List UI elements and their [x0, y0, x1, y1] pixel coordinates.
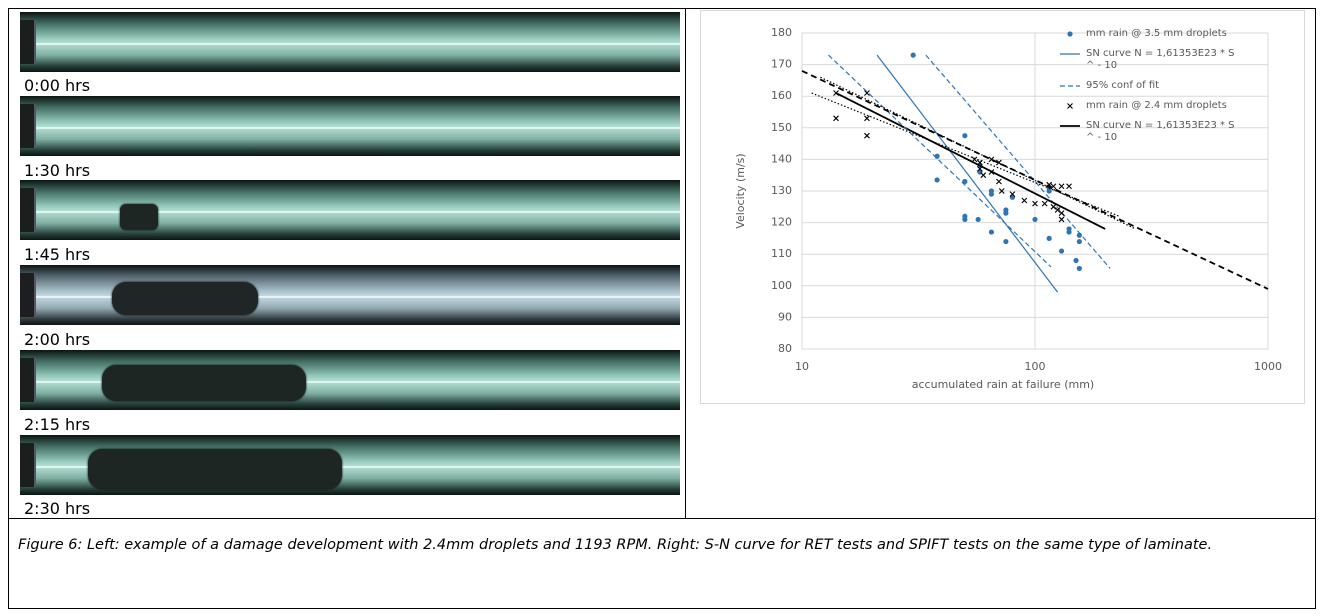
legend-entry: mm rain @ 3.5 mm droplets [1060, 28, 1250, 40]
data-point [998, 188, 1005, 194]
time-label: 2:15 hrs [24, 415, 91, 434]
y-tick-label: 150 [771, 121, 792, 134]
y-tick-label: 80 [778, 342, 792, 355]
data-point [1076, 265, 1082, 272]
legend-label: 95% conf of fit [1086, 80, 1160, 91]
legend-marker [1060, 53, 1080, 55]
data-point [1058, 248, 1065, 254]
line-series [801, 70, 1269, 290]
data-point [1032, 200, 1038, 207]
line-series [925, 54, 1111, 269]
legend-entry: mm rain @ 2.4 mm droplets [1060, 100, 1250, 112]
divider [8, 518, 1315, 519]
data-point [1050, 203, 1057, 210]
caption: Figure 6: Left: example of a damage deve… [18, 537, 1213, 553]
legend-entry: SN curve N = 1,61353E23 * S ^ - 10 [1060, 48, 1250, 72]
photo [20, 350, 680, 410]
x-tick-label: 1000 [1254, 360, 1282, 373]
photo [20, 265, 680, 325]
y-tick-label: 100 [771, 279, 792, 292]
time-label: 0:00 hrs [24, 76, 91, 95]
legend-label: SN curve N = 1,61353E23 * S ^ - 10 [1086, 48, 1235, 71]
y-tick-label: 140 [771, 152, 792, 165]
figure-frame [8, 8, 1316, 609]
data-point [1058, 216, 1065, 223]
data-point [962, 178, 968, 185]
data-point [1046, 235, 1052, 241]
y-tick-label: 110 [771, 247, 792, 260]
legend-marker [1060, 125, 1080, 127]
y-tick-label: 90 [778, 310, 792, 323]
time-label: 1:30 hrs [24, 161, 91, 180]
data-point [1021, 197, 1028, 204]
y-axis-label: Velocity (m/s) [734, 153, 747, 228]
data-point [1041, 200, 1048, 207]
legend-label: SN curve N = 1,61353E23 * S ^ - 10 [1086, 120, 1235, 143]
legend-label: mm rain @ 3.5 mm droplets [1086, 28, 1227, 39]
line-series [811, 92, 1120, 217]
legend-marker [1067, 103, 1073, 109]
line-series [828, 54, 1052, 268]
data-point [1066, 183, 1072, 190]
line-series [876, 54, 1059, 293]
data-point [1058, 210, 1065, 217]
data-point [934, 177, 940, 183]
data-point [988, 229, 995, 235]
legend-marker [1067, 31, 1073, 37]
photo [20, 12, 680, 72]
x-tick-label: 100 [1025, 360, 1046, 373]
line-series [835, 92, 1106, 230]
data-point [1032, 216, 1038, 223]
data-point [975, 216, 981, 223]
x-axis-label: accumulated rain at failure (mm) [912, 378, 1094, 391]
chart: Velocity (m/s) accumulated rain at failu… [700, 10, 1305, 404]
time-label: 1:45 hrs [24, 245, 91, 264]
x-tick-label: 10 [795, 360, 809, 373]
data-point [1067, 103, 1073, 109]
time-label: 2:00 hrs [24, 330, 91, 349]
divider [685, 8, 686, 518]
data-point [962, 133, 968, 139]
data-point [1046, 188, 1052, 194]
time-label: 2:30 hrs [24, 499, 91, 518]
data-point [971, 156, 978, 163]
data-point [1058, 183, 1065, 190]
data-point [864, 115, 870, 122]
y-tick-label: 170 [771, 58, 792, 71]
data-point [980, 172, 987, 179]
photo [20, 435, 680, 495]
data-point [864, 90, 870, 96]
legend-label: mm rain @ 2.4 mm droplets [1086, 100, 1227, 111]
data-point [1067, 31, 1073, 37]
legend-marker [1060, 85, 1080, 87]
data-point [1066, 229, 1072, 235]
data-point [833, 115, 839, 122]
data-point [864, 132, 870, 139]
legend: mm rain @ 3.5 mm droplets SN curve N = 1,… [1060, 28, 1250, 144]
legend-entry: 95% conf of fit [1060, 80, 1250, 92]
y-tick-label: 120 [771, 216, 792, 229]
photo [20, 180, 680, 240]
data-point [1003, 238, 1009, 245]
line-series [820, 76, 1136, 230]
y-tick-label: 160 [771, 89, 792, 102]
data-point [996, 178, 1002, 185]
data-point [1003, 210, 1009, 216]
data-point [1009, 191, 1016, 198]
data-point [1073, 257, 1079, 264]
y-tick-label: 130 [771, 184, 792, 197]
y-tick-label: 180 [771, 26, 792, 39]
legend-entry: SN curve N = 1,61353E23 * S ^ - 10 [1060, 120, 1250, 144]
data-point [988, 191, 995, 197]
data-point [1076, 238, 1082, 245]
data-point [1054, 207, 1061, 213]
data-point [962, 216, 968, 223]
data-point [910, 52, 916, 58]
photo [20, 96, 680, 156]
